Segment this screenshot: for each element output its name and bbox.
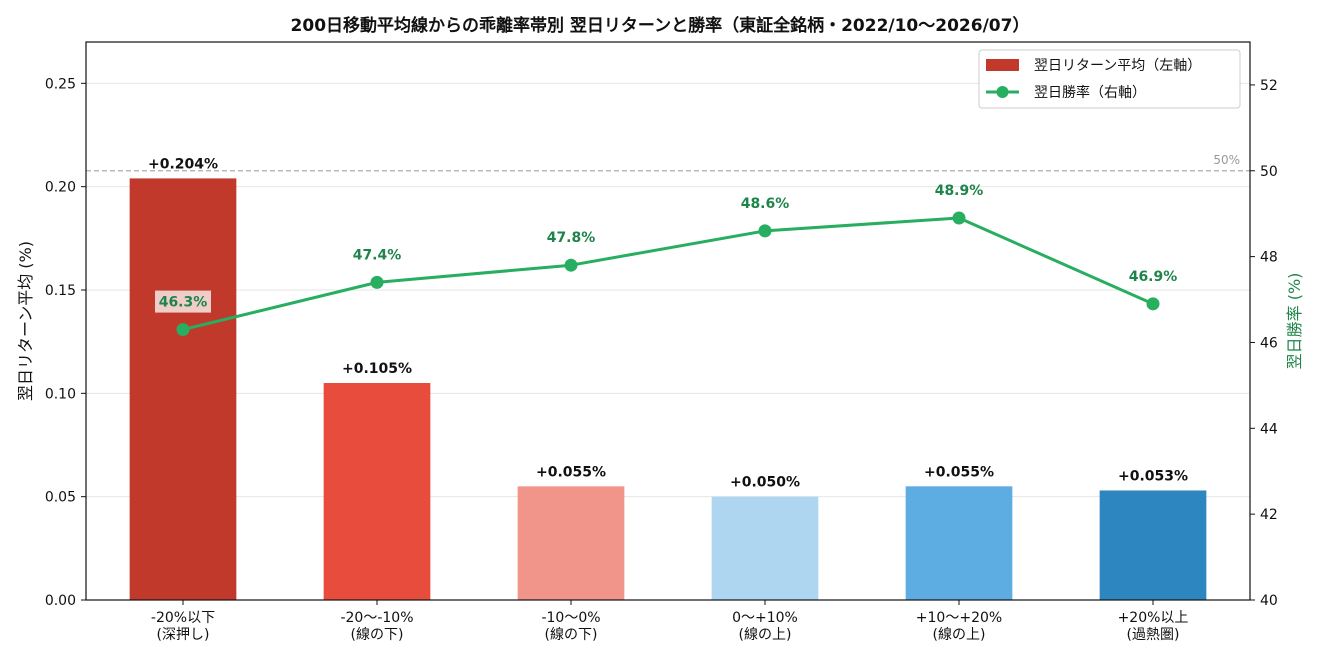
x-tick-label: +20%以上 — [1118, 610, 1189, 626]
win-rate-label: 48.6% — [741, 196, 790, 212]
win-rate-label: 48.9% — [935, 183, 984, 199]
y-left-tick-label: 0.00 — [45, 593, 76, 609]
bar-value-label: +0.053% — [1118, 468, 1188, 484]
win-rate-point — [564, 258, 578, 272]
win-rate-label: 47.4% — [353, 247, 402, 263]
bar-value-label: +0.055% — [536, 464, 606, 480]
win-rate-point — [758, 224, 772, 238]
legend-box — [978, 49, 1241, 109]
legend-label-bar: 翌日リターン平均（左軸） — [1034, 58, 1201, 74]
legend-label-line: 翌日勝率（右軸） — [1034, 84, 1146, 101]
bar — [1099, 490, 1207, 600]
x-tick-label: -10〜0% — [541, 610, 600, 626]
x-tick-sublabel: (線の上) — [739, 627, 792, 643]
grid — [86, 82, 1250, 601]
x-tick-label: +10〜+20% — [916, 610, 1002, 626]
bar — [905, 486, 1013, 600]
y-right-tick-label: 44 — [1260, 421, 1278, 437]
y-left-tick-label: 0.25 — [45, 76, 76, 92]
win-rate-label: 47.8% — [547, 230, 596, 246]
y-right-tick-label: 46 — [1260, 335, 1278, 351]
y-right-tick-label: 50 — [1260, 164, 1278, 180]
reference-line-label: 50% — [1213, 153, 1240, 167]
reference-line-group: 50% — [86, 153, 1250, 172]
y-right-tick-label: 42 — [1260, 507, 1278, 523]
bar-value-label: +0.050% — [730, 475, 800, 491]
x-tick-sublabel: (深押し) — [157, 627, 210, 643]
x-tick-label: -20〜-10% — [340, 610, 413, 626]
legend-swatch-marker — [996, 86, 1009, 98]
win-rate-point — [370, 275, 384, 289]
win-rate-point — [952, 211, 966, 225]
bar — [129, 178, 237, 600]
x-tick-label: 0〜+10% — [732, 610, 798, 626]
x-tick-sublabel: (線の上) — [933, 627, 986, 643]
x-tick-label: -20%以下 — [151, 610, 215, 626]
win-rate-point — [1146, 297, 1160, 311]
bar — [711, 496, 819, 600]
y-axis-left-label: 翌日リターン平均 (%) — [16, 241, 35, 401]
win-rate-line — [182, 216, 1154, 332]
win-rate-label: 46.3% — [159, 295, 208, 311]
bar-value-label: +0.105% — [342, 361, 412, 377]
bar-value-label: +0.204% — [148, 156, 218, 172]
bar-value-label: +0.055% — [924, 464, 994, 480]
y-right-tick-label: 48 — [1260, 250, 1278, 266]
legend-swatch-bar — [986, 59, 1019, 71]
y-left-tick-label: 0.15 — [45, 283, 76, 299]
axes: 0.00 0.05 0.10 0.15 0.20 0.25 40 42 44 46 48 50 52 -2… — [45, 41, 1278, 643]
win-rate-point — [176, 323, 190, 337]
x-tick-sublabel: (線の下) — [351, 627, 404, 643]
data-labels: +0.204% +0.105% +0.055% +0.050% +0.055% +0.05… — [148, 156, 1188, 490]
y-axis-right-label: 翌日勝率 (%) — [1285, 273, 1304, 370]
bar — [323, 383, 431, 600]
point-label-background — [155, 290, 211, 313]
bar-series — [129, 178, 1207, 600]
y-right-tick-label: 52 — [1260, 78, 1278, 94]
y-right-tick-label: 40 — [1260, 593, 1278, 609]
line-series — [176, 211, 1160, 337]
legend: 翌日リターン平均（左軸） 翌日勝率（右軸） — [978, 49, 1241, 109]
y-left-tick-label: 0.05 — [45, 490, 76, 506]
win-rate-label: 46.9% — [1129, 269, 1178, 285]
chart-title: 200日移動平均線からの乖離率帯別 翌日リターンと勝率（東証全銘柄・2022/1… — [291, 15, 1030, 36]
plot-frame — [85, 41, 1251, 601]
y-left-tick-label: 0.20 — [45, 180, 76, 196]
x-tick-sublabel: (過熱圏) — [1127, 627, 1180, 643]
y-left-tick-label: 0.10 — [45, 386, 76, 402]
bar — [517, 486, 625, 600]
x-tick-sublabel: (線の下) — [545, 627, 598, 643]
